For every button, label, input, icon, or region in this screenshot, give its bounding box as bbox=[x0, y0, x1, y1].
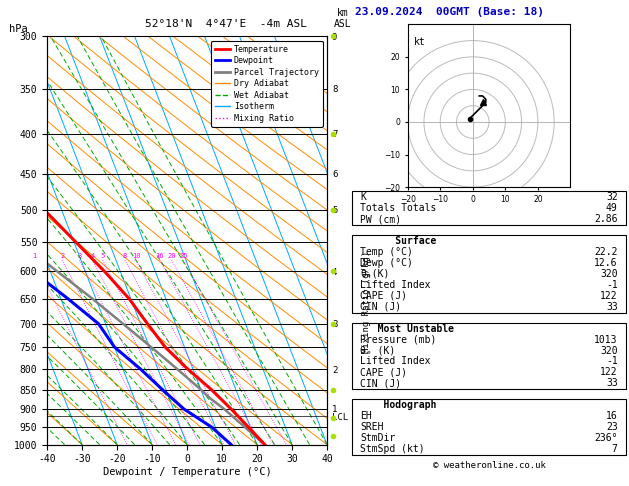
Text: km
ASL: km ASL bbox=[334, 8, 352, 29]
Text: 3: 3 bbox=[77, 253, 82, 259]
Text: EH: EH bbox=[360, 411, 372, 421]
Text: Dewp (°C): Dewp (°C) bbox=[360, 258, 413, 268]
Text: 10: 10 bbox=[131, 253, 140, 259]
Text: 25: 25 bbox=[179, 253, 188, 259]
Text: 22.2: 22.2 bbox=[594, 247, 618, 257]
Text: 1013: 1013 bbox=[594, 334, 618, 345]
Text: 1: 1 bbox=[32, 253, 36, 259]
Legend: Temperature, Dewpoint, Parcel Trajectory, Dry Adiabat, Wet Adiabat, Isotherm, Mi: Temperature, Dewpoint, Parcel Trajectory… bbox=[211, 41, 323, 127]
Text: Most Unstable: Most Unstable bbox=[360, 324, 454, 334]
Text: Lifted Index: Lifted Index bbox=[360, 280, 431, 290]
Text: 16: 16 bbox=[155, 253, 164, 259]
Text: 33: 33 bbox=[606, 378, 618, 388]
Text: 23: 23 bbox=[606, 422, 618, 432]
Text: CIN (J): CIN (J) bbox=[360, 378, 401, 388]
Bar bbox=[352, 399, 626, 455]
Text: 49: 49 bbox=[606, 203, 618, 213]
Text: 320: 320 bbox=[600, 346, 618, 356]
Text: SREH: SREH bbox=[360, 422, 384, 432]
Text: 122: 122 bbox=[600, 367, 618, 378]
Text: 2.86: 2.86 bbox=[594, 214, 618, 225]
Text: StmDir: StmDir bbox=[360, 433, 396, 443]
Text: 12.6: 12.6 bbox=[594, 258, 618, 268]
Text: hPa: hPa bbox=[9, 24, 28, 34]
Text: 5: 5 bbox=[101, 253, 105, 259]
Text: Pressure (mb): Pressure (mb) bbox=[360, 334, 437, 345]
Text: 4: 4 bbox=[91, 253, 94, 259]
Text: Surface: Surface bbox=[360, 236, 437, 246]
Bar bbox=[352, 191, 626, 226]
Text: CAPE (J): CAPE (J) bbox=[360, 291, 408, 301]
Text: 7: 7 bbox=[612, 444, 618, 454]
Text: θₑ(K): θₑ(K) bbox=[360, 269, 390, 279]
Text: Temp (°C): Temp (°C) bbox=[360, 247, 413, 257]
Text: 320: 320 bbox=[600, 269, 618, 279]
Text: 32: 32 bbox=[606, 192, 618, 203]
Text: Mixing Ratio (g/kg): Mixing Ratio (g/kg) bbox=[362, 251, 370, 353]
Text: StmSpd (kt): StmSpd (kt) bbox=[360, 444, 425, 454]
Text: 236°: 236° bbox=[594, 433, 618, 443]
Text: 2: 2 bbox=[60, 253, 64, 259]
Text: Hodograph: Hodograph bbox=[360, 400, 437, 410]
Bar bbox=[352, 235, 626, 313]
X-axis label: Dewpoint / Temperature (°C): Dewpoint / Temperature (°C) bbox=[103, 467, 272, 477]
Text: -1: -1 bbox=[606, 280, 618, 290]
Text: PW (cm): PW (cm) bbox=[360, 214, 401, 225]
Bar bbox=[352, 323, 626, 389]
Text: 33: 33 bbox=[606, 302, 618, 312]
Text: 52°18'N  4°47'E  -4m ASL: 52°18'N 4°47'E -4m ASL bbox=[145, 19, 307, 29]
Text: CAPE (J): CAPE (J) bbox=[360, 367, 408, 378]
Text: Lifted Index: Lifted Index bbox=[360, 356, 431, 366]
Text: 20: 20 bbox=[167, 253, 176, 259]
Text: © weatheronline.co.uk: © weatheronline.co.uk bbox=[433, 461, 545, 470]
Text: 122: 122 bbox=[600, 291, 618, 301]
Text: 16: 16 bbox=[606, 411, 618, 421]
Text: 8: 8 bbox=[123, 253, 127, 259]
Text: θₑ (K): θₑ (K) bbox=[360, 346, 396, 356]
Text: kt: kt bbox=[414, 37, 426, 47]
Text: -1: -1 bbox=[606, 356, 618, 366]
Text: CIN (J): CIN (J) bbox=[360, 302, 401, 312]
Text: 23.09.2024  00GMT (Base: 18): 23.09.2024 00GMT (Base: 18) bbox=[355, 7, 544, 17]
Text: Totals Totals: Totals Totals bbox=[360, 203, 437, 213]
Text: K: K bbox=[360, 192, 366, 203]
